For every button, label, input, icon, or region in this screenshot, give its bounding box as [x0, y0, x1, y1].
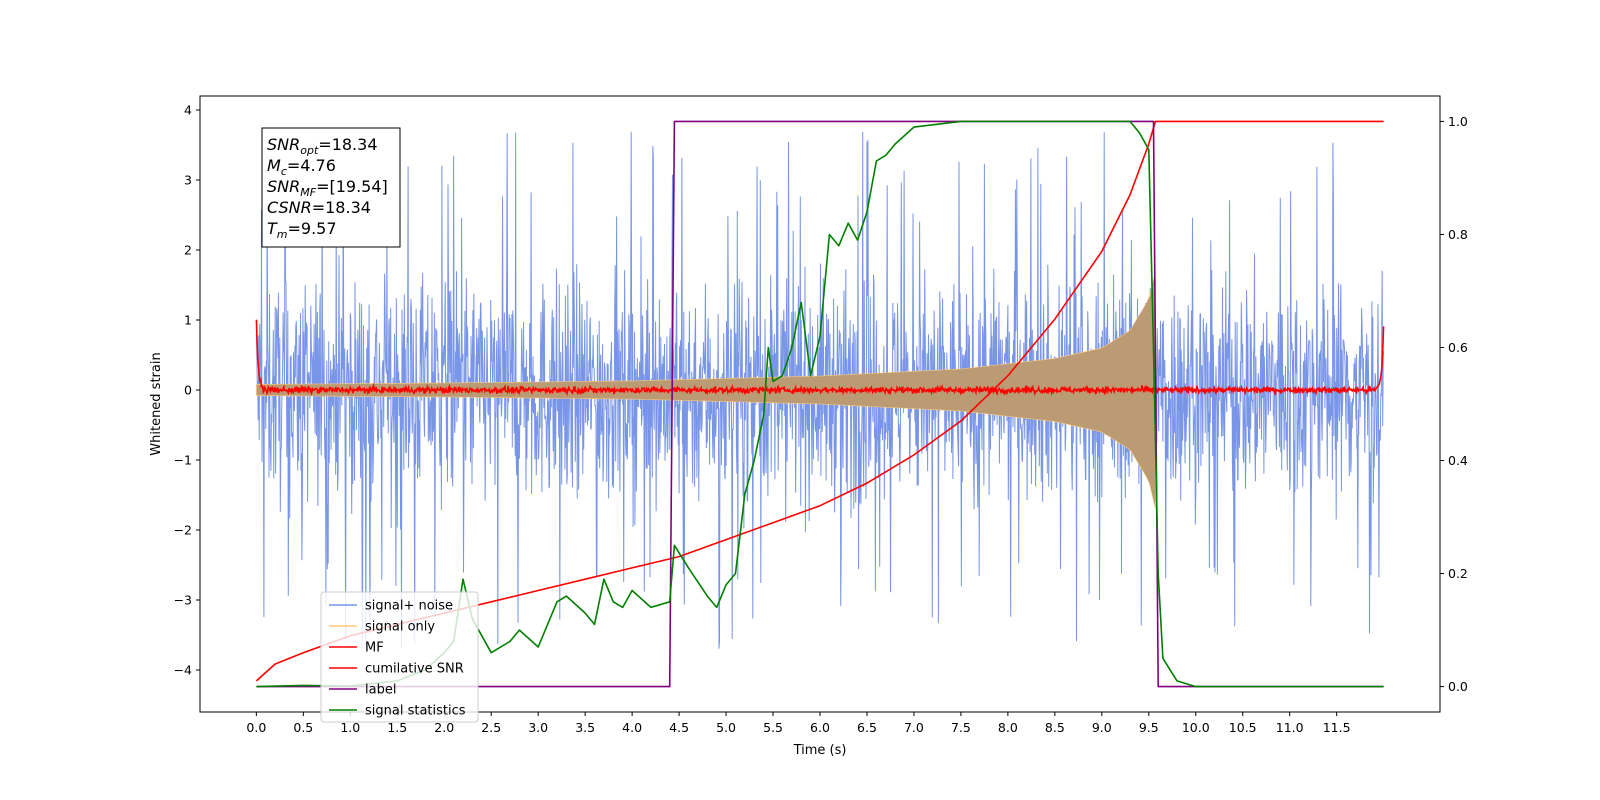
x-tick-label: 6.5 — [857, 720, 877, 735]
x-axis: 0.0 0.5 1.0 1.5 2.0 2.5 3.0 3.5 4.0 4.5 5.0 5.5 6.0 6… — [246, 712, 1351, 735]
x-tick-label: 6.0 — [810, 720, 830, 735]
x-tick-label: 4.5 — [669, 720, 689, 735]
x-tick-label: 0.0 — [246, 720, 266, 735]
annotation-value: =[19.54] — [316, 177, 388, 196]
annotation-line: SNRMF=[19.54] — [267, 177, 388, 199]
y-tick-label: −2 — [174, 523, 192, 538]
y2-tick-label: 0.2 — [1448, 566, 1468, 581]
x-tick-label: 11.5 — [1323, 720, 1351, 735]
y2-tick-label: 1.0 — [1448, 114, 1468, 129]
x-tick-label: 2.0 — [434, 720, 454, 735]
x-tick-label: 7.5 — [951, 720, 971, 735]
y-tick-label: 3 — [184, 173, 192, 188]
x-tick-label: 5.0 — [716, 720, 736, 735]
y-tick-label: 2 — [184, 243, 192, 258]
x-tick-label: 4.0 — [622, 720, 642, 735]
annotation-symbol: CSNR — [267, 198, 312, 217]
annotation-value: =9.57 — [288, 219, 337, 238]
legend-label: signal statistics — [365, 704, 466, 719]
x-tick-label: 8.0 — [998, 720, 1018, 735]
annotation-subscript: m — [277, 228, 288, 241]
y-tick-label: −1 — [174, 453, 192, 468]
y-tick-label: 0 — [184, 383, 192, 398]
legend: signal+ noise signal only MF cumilative SNR… — [320, 591, 479, 723]
y-tick-label: −4 — [174, 663, 192, 678]
y-axis-left: −4 −3 −2 −1 0 1 2 3 4 — [174, 103, 200, 678]
y-tick-label: 1 — [184, 313, 192, 328]
x-tick-label: 5.5 — [763, 720, 783, 735]
annotation-frame — [261, 127, 401, 248]
y2-tick-label: 0.8 — [1448, 227, 1468, 242]
annotation-line: SNRopt=18.34 — [267, 135, 378, 157]
series-signal-noise — [255, 131, 1385, 649]
annotation-line: Tm=9.57 — [267, 219, 337, 241]
x-tick-label: 3.0 — [528, 720, 548, 735]
legend-label: label — [365, 683, 396, 698]
annotation-value: =4.76 — [287, 156, 336, 175]
annotation-value: =18.34 — [318, 135, 377, 154]
annotation-box: SNRopt=18.34Mc=4.76SNRMF=[19.54]CSNR=18.… — [261, 127, 401, 248]
legend-label: cumilative SNR — [365, 662, 464, 677]
y-axis-right: 0.0 0.2 0.4 0.6 0.8 1.0 — [1440, 114, 1468, 694]
x-axis-title: Time (s) — [793, 743, 847, 758]
x-tick-label: 7.0 — [904, 720, 924, 735]
legend-label: signal+ noise — [365, 599, 453, 614]
y2-tick-label: 0.0 — [1448, 679, 1468, 694]
annotation-symbol: T — [267, 219, 278, 238]
x-tick-label: 10.5 — [1229, 720, 1257, 735]
annotation-symbol: SNR — [267, 177, 300, 196]
x-tick-label: 8.5 — [1045, 720, 1065, 735]
series-signal-statistics — [256, 120, 1384, 688]
annotation-subscript: opt — [300, 144, 319, 157]
annotation-subscript: c — [281, 165, 287, 178]
annotation-subscript: MF — [300, 186, 316, 199]
legend-label: MF — [365, 641, 384, 656]
y-tick-label: −3 — [174, 593, 192, 608]
x-tick-label: 0.5 — [293, 720, 313, 735]
series-layer — [255, 120, 1385, 688]
annotation-line: Mc=4.76 — [267, 156, 336, 178]
annotation-symbol: SNR — [267, 135, 300, 154]
x-tick-label: 9.5 — [1139, 720, 1159, 735]
x-tick-label: 1.5 — [387, 720, 407, 735]
x-tick-label: 1.0 — [340, 720, 360, 735]
legend-frame — [320, 591, 479, 723]
x-tick-label: 2.5 — [481, 720, 501, 735]
x-tick-label: 3.5 — [575, 720, 595, 735]
x-tick-label: 11.0 — [1276, 720, 1304, 735]
annotation-symbol: M — [267, 156, 281, 175]
y2-tick-label: 0.6 — [1448, 340, 1468, 355]
y-tick-label: 4 — [184, 103, 192, 118]
x-tick-label: 9.0 — [1092, 720, 1112, 735]
y-axis-title: Whitened strain — [149, 352, 164, 455]
annotation-value: =18.34 — [312, 198, 371, 217]
x-tick-label: 10.0 — [1182, 720, 1210, 735]
y2-tick-label: 0.4 — [1448, 453, 1468, 468]
legend-label: signal only — [365, 620, 435, 635]
annotation-line: CSNR=18.34 — [267, 198, 371, 217]
series-mf — [255, 319, 1385, 397]
